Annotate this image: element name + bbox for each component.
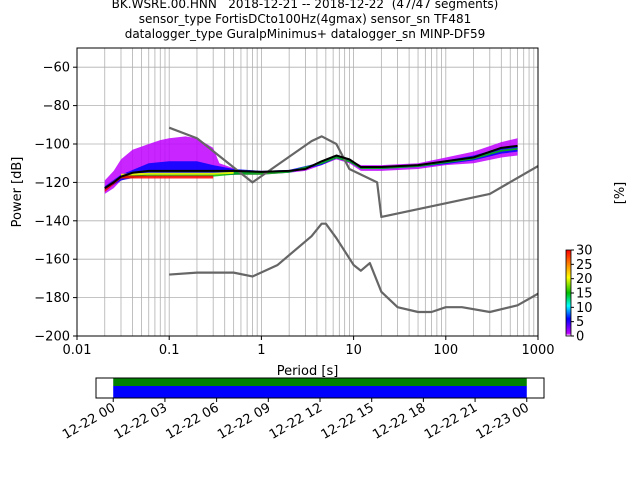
x-tick-label: 1 xyxy=(257,343,265,358)
timeline-tick-label: 12-22 03 xyxy=(112,400,170,442)
noise-model-line-1 xyxy=(169,222,538,314)
y-tick-label: −140 xyxy=(34,214,70,229)
y-tick-label: −200 xyxy=(34,330,70,345)
y-tick-label: −100 xyxy=(34,138,70,153)
x-tick-label: 100 xyxy=(433,343,458,358)
y-tick-label: −80 xyxy=(43,99,70,114)
x-axis-label: Period [s] xyxy=(277,364,339,379)
timeline-tick-label: 12-22 15 xyxy=(319,400,377,442)
y-tick-label: −60 xyxy=(43,61,70,76)
probability-heatmap xyxy=(104,136,518,194)
heat-band-0 xyxy=(104,136,518,194)
x-tick-label: 0.1 xyxy=(159,343,180,358)
colorbar-tick-label: 25 xyxy=(576,258,593,273)
mode-line xyxy=(104,144,518,190)
colorbar-tick-label: 5 xyxy=(576,315,584,330)
chart-title-line-1: BK.WSRE.00.HNN 2018-12-21 -- 2018-12-22 … xyxy=(111,0,499,11)
y-tick-label: −180 xyxy=(34,291,70,306)
heat-band-1 xyxy=(104,145,518,191)
noise-model-line-0 xyxy=(168,126,538,219)
x-tick-label: 10 xyxy=(345,343,362,358)
timeline-tick-label: 12-22 09 xyxy=(215,400,273,442)
timeline-tick-label: 12-22 18 xyxy=(370,400,428,442)
colorbar-tick-label: 15 xyxy=(576,287,593,302)
x-tick-label: 0.01 xyxy=(63,343,92,358)
colorbar-label: [%] xyxy=(613,182,628,205)
chart-title-line-3: datalogger_type GuralpMinimus+ datalogge… xyxy=(124,27,486,41)
timeline-tick-label: 12-22 00 xyxy=(60,400,118,442)
timeline-bar-1 xyxy=(113,386,527,398)
y-axis-label: Power [dB] xyxy=(10,157,25,228)
noise-model-lines xyxy=(104,126,538,314)
y-tick-label: −120 xyxy=(34,176,70,191)
colorbar-tick-label: 20 xyxy=(576,272,593,287)
colorbar-tick-label: 0 xyxy=(576,330,584,345)
x-tick-label: 1000 xyxy=(521,343,554,358)
timeline-bar-0 xyxy=(113,378,527,386)
y-tick-label: −160 xyxy=(34,253,70,268)
colorbar-tick-label: 10 xyxy=(576,301,593,316)
timeline-tick-label: 12-22 21 xyxy=(422,400,480,442)
chart-title-line-2: sensor_type FortisDCto100Hz(4gmax) senso… xyxy=(138,12,472,26)
timeline-tick-label: 12-23 00 xyxy=(474,400,532,442)
grid xyxy=(76,48,538,337)
axes: 0.01 0.1 1 10 100 1000 −200 −180 −160 −140 −120 −10… xyxy=(10,61,555,379)
heat-band-4 xyxy=(104,175,214,192)
colorbar-scale xyxy=(565,249,572,337)
colorbar-tick-label: 30 xyxy=(576,244,593,259)
timeline-tick-label: 12-22 06 xyxy=(163,400,221,442)
heat-band-3 xyxy=(120,171,234,176)
plot-frame xyxy=(76,47,539,337)
timeline-tick-label: 12-22 12 xyxy=(267,400,325,442)
